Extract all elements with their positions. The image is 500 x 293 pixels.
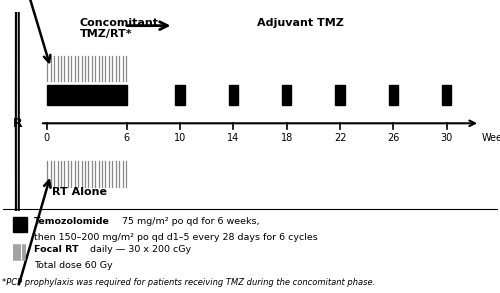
Bar (46, 86, 126, 105)
Text: 22: 22 (334, 133, 346, 143)
Text: R: R (12, 117, 22, 130)
Text: 10: 10 (174, 133, 186, 143)
Bar (282, 86, 292, 105)
Bar (336, 86, 344, 105)
Text: Adjuvant TMZ: Adjuvant TMZ (256, 18, 344, 28)
Text: 6: 6 (124, 133, 130, 143)
Bar (442, 86, 452, 105)
Text: Total dose 60 Gy: Total dose 60 Gy (34, 261, 112, 270)
Text: RT Alone: RT Alone (52, 187, 108, 197)
Text: then 150–200 mg/m² po qd d1–5 every 28 days for 6 cycles: then 150–200 mg/m² po qd d1–5 every 28 d… (34, 233, 318, 242)
Bar (228, 86, 238, 105)
Text: Focal RT: Focal RT (34, 245, 78, 254)
Text: *PCP prophylaxis was required for patients receiving TMZ during the concomitant : *PCP prophylaxis was required for patien… (2, 278, 376, 287)
Text: 18: 18 (280, 133, 293, 143)
Text: Concomitant
TMZ/RT*: Concomitant TMZ/RT* (80, 18, 159, 39)
Text: Weeks: Weeks (482, 133, 500, 143)
Bar (176, 86, 184, 105)
Text: 75 mg/m² po qd for 6 weeks,: 75 mg/m² po qd for 6 weeks, (119, 217, 260, 226)
Bar (388, 86, 398, 105)
Bar (12, 217, 26, 232)
Text: 30: 30 (440, 133, 453, 143)
Text: 26: 26 (387, 133, 400, 143)
Text: daily — 30 x 200 cGy: daily — 30 x 200 cGy (87, 245, 191, 254)
Text: 0: 0 (44, 133, 50, 143)
Text: 14: 14 (227, 133, 239, 143)
Text: Temozolomide: Temozolomide (34, 217, 110, 226)
